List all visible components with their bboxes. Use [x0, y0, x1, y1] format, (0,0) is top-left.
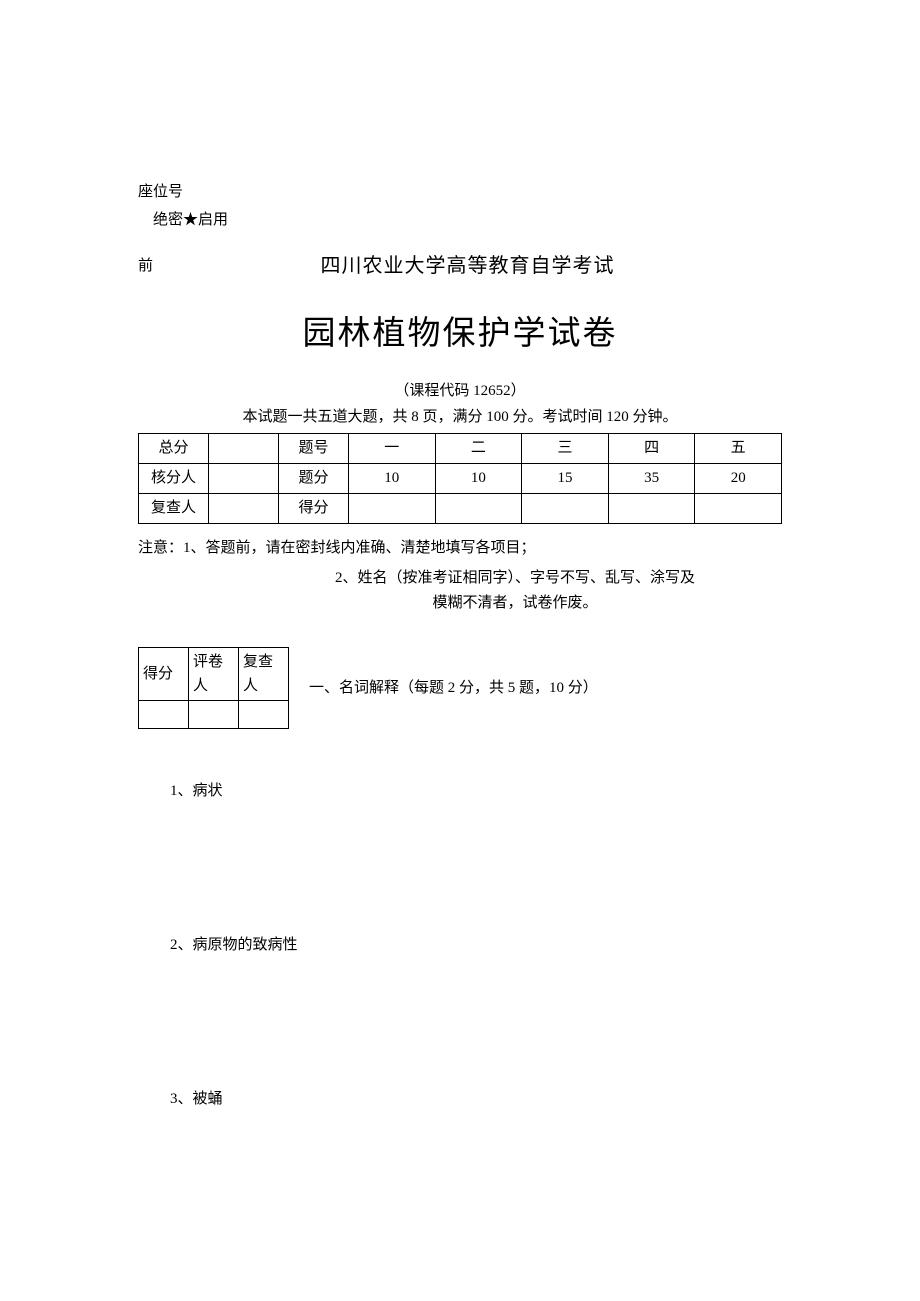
notice-2-line1: 2、姓名（按准考证相同字）、字号不写、乱写、涂写及 — [335, 570, 695, 586]
secret-before-label: 前 — [138, 232, 153, 282]
cell-col2 — [435, 493, 522, 523]
cell-col1 — [349, 493, 436, 523]
cell-blank — [139, 700, 189, 728]
cell-col3: 三 — [522, 433, 609, 463]
cell-col2: 二 — [435, 433, 522, 463]
section-1-header: 得分 评卷人 复查人 一、名词解释（每题 2 分，共 5 题，10 分） — [138, 647, 782, 729]
exam-title: 园林植物保护学试卷 — [138, 308, 782, 361]
cell-question-num-label: 题号 — [279, 433, 349, 463]
cell-blank — [239, 700, 289, 728]
cell-grader-label: 评卷人 — [189, 647, 239, 700]
table-row: 得分 评卷人 复查人 — [139, 647, 289, 700]
score-table: 总分 题号 一 二 三 四 五 核分人 题分 10 10 15 35 20 复查… — [138, 433, 782, 524]
table-row: 复查人 得分 — [139, 493, 782, 523]
question-1: 1、病状 — [170, 779, 782, 803]
question-3: 3、被蛹 — [170, 1087, 782, 1111]
cell-col3: 15 — [522, 463, 609, 493]
exam-info: 本试题一共五道大题，共 8 页，满分 100 分。考试时间 120 分钟。 — [138, 405, 782, 429]
notice-1: 注意：1、答题前，请在密封线内准确、清楚地填写各项目； — [138, 536, 782, 560]
seat-number-label: 座位号 — [138, 180, 782, 204]
cell-got-score-label: 得分 — [279, 493, 349, 523]
cell-blank — [189, 700, 239, 728]
table-row — [139, 700, 289, 728]
question-2: 2、病原物的致病性 — [170, 933, 782, 957]
section-1-title: 一、名词解释（每题 2 分，共 5 题，10 分） — [309, 676, 598, 700]
secret-label: 绝密★启用 — [138, 208, 232, 232]
cell-col5: 五 — [695, 433, 782, 463]
cell-score-label: 得分 — [139, 647, 189, 700]
notice-2: 2、姓名（按准考证相同字）、字号不写、乱写、涂写及 模糊不清者，试卷作废。 — [138, 566, 782, 617]
cell-blank — [209, 463, 279, 493]
secret-header-row: 绝密★启用 — [138, 208, 782, 232]
cell-question-score-label: 题分 — [279, 463, 349, 493]
table-row: 核分人 题分 10 10 15 35 20 — [139, 463, 782, 493]
secret-prefix-block: 绝密★启用 — [138, 208, 232, 232]
title-row: 前 四川农业大学高等教育自学考试 — [138, 232, 782, 282]
cell-scorer-label: 核分人 — [139, 463, 209, 493]
cell-col4 — [608, 493, 695, 523]
cell-col2: 10 — [435, 463, 522, 493]
cell-blank — [209, 493, 279, 523]
cell-col3 — [522, 493, 609, 523]
cell-col1: 一 — [349, 433, 436, 463]
table-row: 总分 题号 一 二 三 四 五 — [139, 433, 782, 463]
course-code: （课程代码 12652） — [138, 379, 782, 403]
cell-col5 — [695, 493, 782, 523]
cell-col1: 10 — [349, 463, 436, 493]
cell-col4: 35 — [608, 463, 695, 493]
cell-total-label: 总分 — [139, 433, 209, 463]
cell-reviewer-label: 复查人 — [139, 493, 209, 523]
cell-blank — [209, 433, 279, 463]
university-title: 四川农业大学高等教育自学考试 — [153, 232, 782, 282]
section-score-table: 得分 评卷人 复查人 — [138, 647, 289, 729]
cell-col5: 20 — [695, 463, 782, 493]
cell-col4: 四 — [608, 433, 695, 463]
notice-2-line2: 模糊不清者，试卷作废。 — [432, 595, 597, 611]
cell-reviewer-label: 复查人 — [239, 647, 289, 700]
